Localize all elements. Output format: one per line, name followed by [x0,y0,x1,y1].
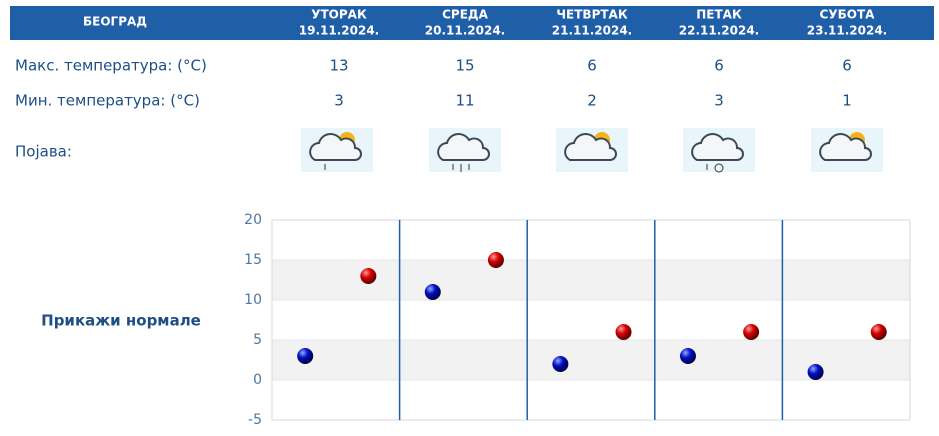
day-date: 20.11.2024. [425,24,505,38]
day-name: СУБОТА [820,8,876,22]
temp-point [807,364,824,380]
day-date: 19.11.2024. [299,24,379,38]
temp-value: 6 [842,57,852,75]
temp-point [743,324,760,340]
day-date: 23.11.2024. [807,24,887,38]
temp-point [552,356,569,372]
row-label: Мин. температура: (°C) [15,92,200,110]
temp-point [487,252,504,268]
day-name: ПЕТАК [696,8,742,22]
day-date: 22.11.2024. [679,24,759,38]
temp-value: 6 [714,57,724,75]
temp-point [360,268,377,284]
day-name: СРЕДА [442,8,488,22]
temp-value: 2 [587,92,597,110]
weather-icon [429,128,501,172]
temp-value: 1 [842,92,852,110]
y-tick-label: 10 [244,292,262,308]
y-tick-label: 20 [244,212,262,228]
temp-value: 3 [714,92,724,110]
temp-value: 11 [455,92,474,110]
weather-icon [683,128,755,173]
y-tick-label: -5 [248,412,262,428]
weather-icon [811,128,883,172]
show-normals-link[interactable]: Прикажи нормале [41,312,201,330]
header-bar [10,6,934,40]
temp-value: 6 [587,57,597,75]
temp-point [615,324,632,340]
day-name: УТОРАК [311,8,367,22]
row-label: Макс. температура: (°C) [15,57,207,75]
weather-icon [301,128,373,172]
plot-border [271,219,911,421]
temp-point [679,348,696,364]
y-tick-label: 0 [253,372,262,388]
day-name: ЧЕТВРТАК [556,8,627,22]
temp-point [297,348,314,364]
temp-point [424,284,441,300]
y-tick-label: 5 [253,332,262,348]
grid-band [272,340,910,380]
row-label: Појава: [15,143,72,161]
grid-band [272,260,910,300]
day-date: 21.11.2024. [552,24,632,38]
city: БЕОГРАД [83,15,147,29]
y-tick-label: 15 [244,252,262,268]
weather-icon [556,128,628,172]
temp-value: 13 [329,57,348,75]
temp-value: 3 [334,92,344,110]
temp-point [870,324,887,340]
temp-value: 15 [455,57,474,75]
